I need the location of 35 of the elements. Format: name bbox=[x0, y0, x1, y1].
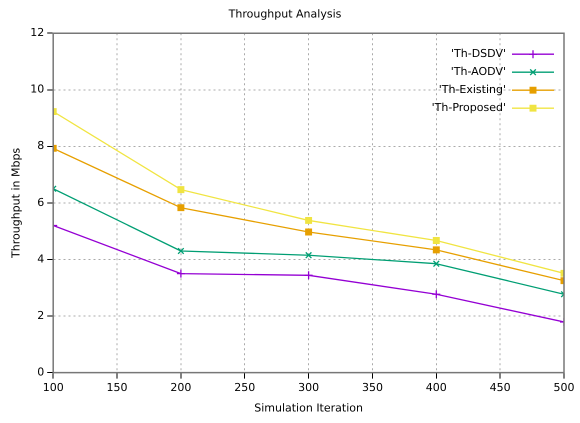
point bbox=[305, 216, 312, 224]
y-tick-label: 0 bbox=[37, 365, 44, 378]
point bbox=[176, 268, 186, 278]
legend-label: 'Th-Proposed' bbox=[432, 101, 506, 114]
x-tick-label: 200 bbox=[170, 381, 192, 394]
legend-label: 'Th-DSDV' bbox=[451, 47, 506, 60]
x-tick-label: 400 bbox=[426, 381, 447, 394]
x-tick-label: 250 bbox=[234, 381, 256, 394]
x-tick-label: 150 bbox=[106, 381, 128, 394]
point bbox=[177, 248, 184, 254]
x-tick-label: 450 bbox=[490, 381, 511, 394]
legend-label: 'Th-AODV' bbox=[450, 65, 506, 78]
y-tick-label: 8 bbox=[37, 139, 44, 152]
point bbox=[177, 186, 184, 194]
x-axis-title: Simulation Iteration bbox=[254, 401, 363, 414]
point bbox=[432, 290, 441, 299]
x-tick-label: 350 bbox=[362, 381, 383, 394]
x-tick-label: 500 bbox=[554, 381, 574, 394]
point bbox=[432, 260, 440, 268]
y-tick-label: 4 bbox=[37, 252, 44, 266]
y-tick-label: 10 bbox=[30, 82, 44, 96]
point bbox=[304, 270, 314, 280]
y-tick-label: 2 bbox=[37, 308, 44, 322]
point bbox=[432, 246, 440, 254]
y-axis-title: Throughput in Mbps bbox=[9, 148, 22, 259]
x-tick-label: 100 bbox=[42, 381, 64, 394]
y-tick-label: 6 bbox=[37, 196, 44, 209]
chart-title: Throughput Analysis bbox=[228, 7, 342, 20]
legend-label: 'Th-Existing' bbox=[438, 83, 506, 96]
point bbox=[432, 237, 440, 244]
point bbox=[177, 204, 184, 212]
x-tick-label: 300 bbox=[298, 381, 320, 394]
point bbox=[305, 228, 312, 236]
point bbox=[305, 252, 312, 259]
y-tick-label: 12 bbox=[30, 26, 44, 40]
